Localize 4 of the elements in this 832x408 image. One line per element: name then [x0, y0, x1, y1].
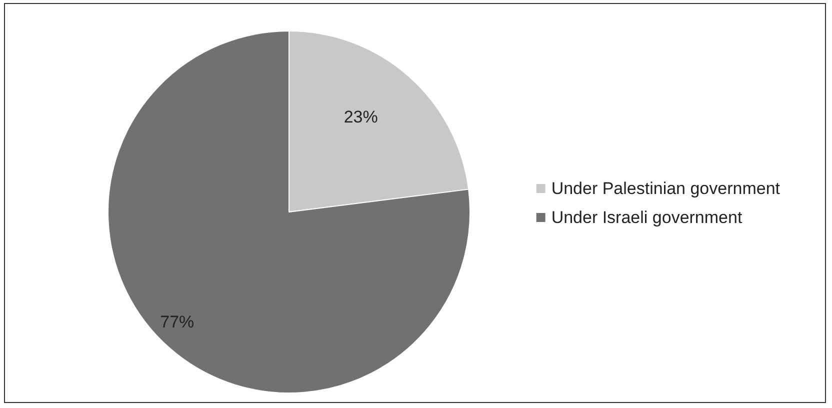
legend-label: Under Israeli government — [551, 208, 742, 227]
legend-label: Under Palestinian government — [551, 179, 780, 198]
data-label: 23% — [344, 107, 378, 126]
data-label: 77% — [160, 312, 194, 332]
